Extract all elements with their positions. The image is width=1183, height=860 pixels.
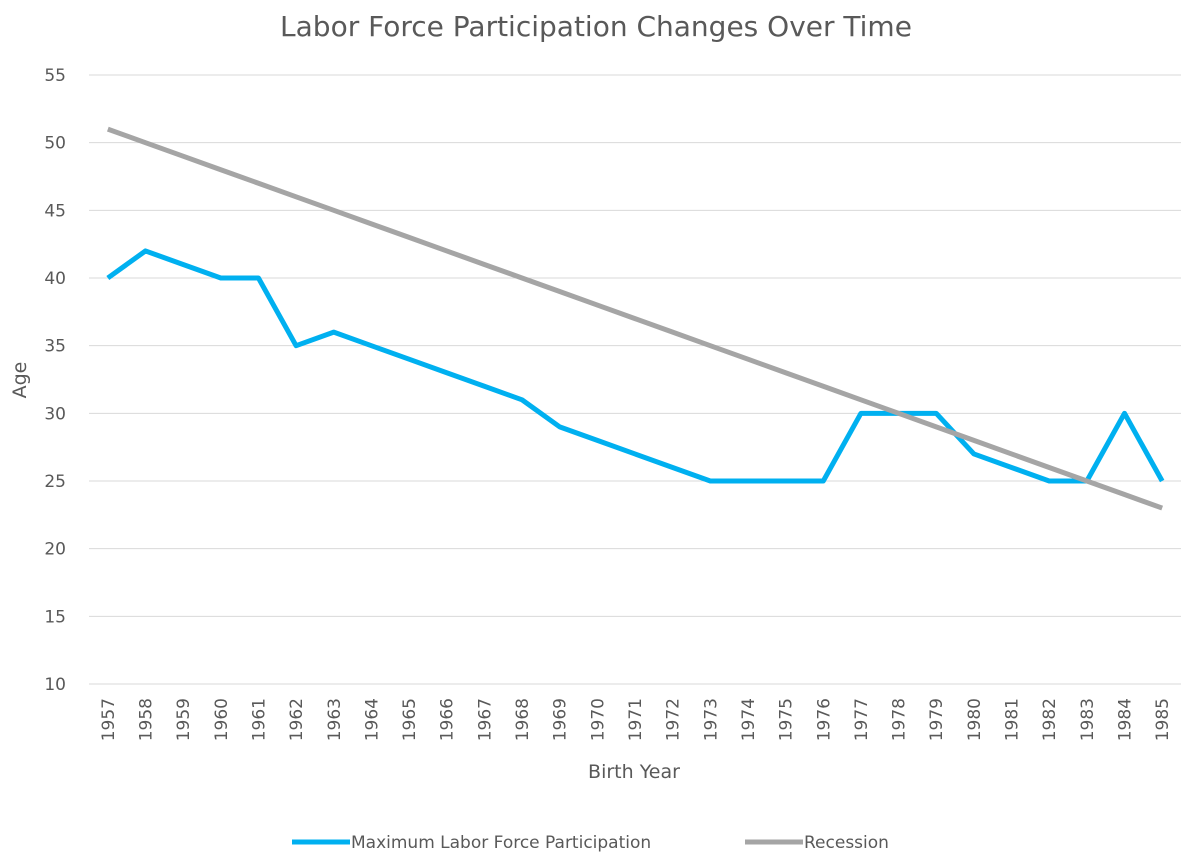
x-tick-label: 1976 xyxy=(814,698,834,741)
y-tick-label: 55 xyxy=(44,66,66,86)
y-tick-label: 40 xyxy=(44,269,66,289)
x-tick-label: 1980 xyxy=(965,698,985,741)
y-axis-title: Age xyxy=(9,362,31,399)
series-line xyxy=(106,248,1165,484)
y-tick-label: 35 xyxy=(44,337,66,357)
x-tick-label: 1966 xyxy=(438,698,458,741)
y-tick-label: 50 xyxy=(44,134,66,154)
x-tick-label: 1981 xyxy=(1003,698,1023,741)
x-tick-label: 1968 xyxy=(513,698,533,741)
x-tick-label: 1975 xyxy=(777,698,797,741)
x-tick-label: 1974 xyxy=(739,698,759,741)
x-tick-label: 1969 xyxy=(551,698,571,741)
series-line xyxy=(106,126,1164,511)
x-tick-label: 1971 xyxy=(626,698,646,741)
x-tick-label: 1965 xyxy=(400,698,420,741)
x-tick-label: 1967 xyxy=(475,698,495,741)
x-tick-label: 1964 xyxy=(362,698,382,741)
x-tick-label: 1984 xyxy=(1116,698,1136,741)
legend-label: Recession xyxy=(804,833,889,853)
y-tick-label: 20 xyxy=(44,540,66,560)
x-tick-label: 1978 xyxy=(890,698,910,741)
x-tick-label: 1957 xyxy=(99,698,119,741)
x-tick-label: 1959 xyxy=(174,698,194,741)
y-tick-label: 15 xyxy=(44,607,66,627)
x-tick-label: 1977 xyxy=(852,698,872,741)
x-axis-title: Birth Year xyxy=(588,761,680,783)
x-tick-label: 1961 xyxy=(249,698,269,741)
x-tick-label: 1960 xyxy=(212,698,232,741)
y-tick-label: 45 xyxy=(44,201,66,221)
y-tick-label: 30 xyxy=(44,404,66,424)
x-tick-label: 1985 xyxy=(1153,698,1173,741)
x-tick-label: 1979 xyxy=(927,698,947,741)
chart-title: Labor Force Participation Changes Over T… xyxy=(280,10,912,43)
x-tick-label: 1983 xyxy=(1078,698,1098,741)
y-tick-label: 25 xyxy=(44,472,66,492)
x-tick-label: 1970 xyxy=(588,698,608,741)
x-tick-label: 1962 xyxy=(287,698,307,741)
x-tick-label: 1973 xyxy=(701,698,721,741)
y-tick-label: 10 xyxy=(44,675,66,695)
x-tick-label: 1963 xyxy=(325,698,345,741)
legend-label: Maximum Labor Force Participation xyxy=(351,833,651,853)
x-tick-label: 1982 xyxy=(1040,698,1060,741)
x-tick-label: 1958 xyxy=(136,698,156,741)
x-tick-label: 1972 xyxy=(664,698,684,741)
